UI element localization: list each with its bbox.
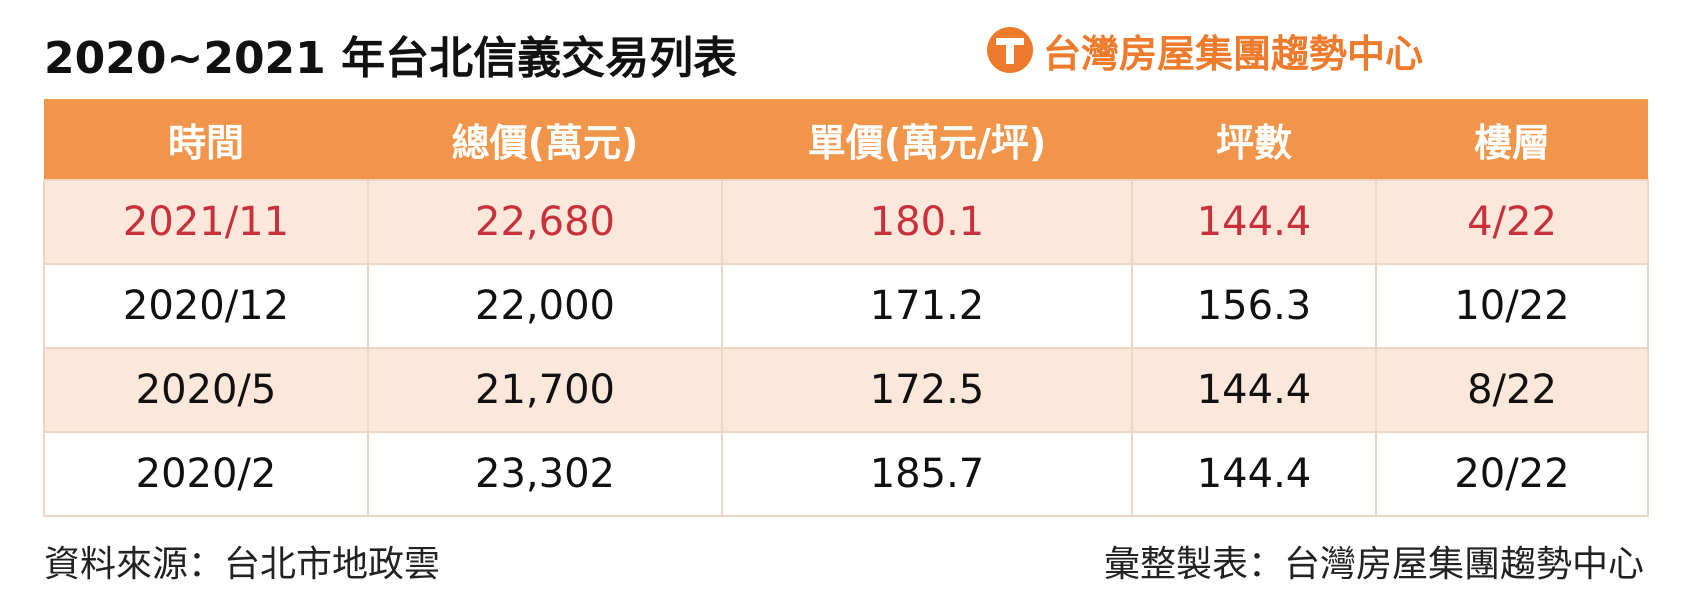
table-cell: 20/22 [1375, 431, 1649, 517]
table-cell: 171.2 [721, 263, 1133, 349]
table-cell: 2020/12 [43, 263, 369, 349]
table-row: 2020/12 22,000 171.2 156.3 10/22 [43, 263, 1649, 349]
column-header: 時間 [44, 99, 368, 180]
table-cell: 2020/2 [43, 431, 369, 517]
table-row: 2020/5 21,700 172.5 144.4 8/22 [43, 347, 1649, 433]
column-header: 樓層 [1376, 99, 1648, 180]
table-cell: 144.4 [1131, 179, 1377, 265]
table-cell: 156.3 [1131, 263, 1377, 349]
title: 2020~2021 年台北信義交易列表 [44, 33, 738, 84]
table-cell: 2020/5 [43, 347, 369, 433]
table-cell: 4/22 [1375, 179, 1649, 265]
table-cell: 2021/11 [43, 179, 369, 265]
table-cell: 22,680 [367, 179, 723, 265]
column-header: 單價(萬元/坪) [722, 99, 1132, 180]
brand-name: 台灣房屋集團趨勢中心 [1043, 31, 1424, 76]
column-header: 總價(萬元) [368, 99, 722, 180]
table-row: 2020/2 23,302 185.7 144.4 20/22 [43, 431, 1649, 517]
table-cell: 172.5 [721, 347, 1133, 433]
table-cell: 144.4 [1131, 347, 1377, 433]
table-cell: 22,000 [367, 263, 723, 349]
source-note: 資料來源：台北市地政雲 [44, 544, 441, 585]
table-row: 2021/11 22,680 180.1 144.4 4/22 [43, 179, 1649, 265]
table-cell: 21,700 [367, 347, 723, 433]
table-cell: 23,302 [367, 431, 723, 517]
data-table: 時間 總價(萬元) 單價(萬元/坪) 坪數 樓層 2021/11 22,680 180.1 1… [43, 99, 1649, 517]
brand-logo: 台灣房屋集團趨勢中心 [985, 24, 1423, 76]
header-row: 時間 總價(萬元) 單價(萬元/坪) 坪數 樓層 [44, 99, 1648, 180]
column-header: 坪數 [1132, 99, 1376, 180]
table-cell: 180.1 [721, 179, 1133, 265]
table-cell: 185.7 [721, 431, 1133, 517]
table-cell: 8/22 [1375, 347, 1649, 433]
compiler-note: 彙整製表：台灣房屋集團趨勢中心 [1103, 544, 1644, 585]
table-cell: 144.4 [1131, 431, 1377, 517]
brand-icon [987, 27, 1033, 73]
table-cell: 10/22 [1375, 263, 1649, 349]
